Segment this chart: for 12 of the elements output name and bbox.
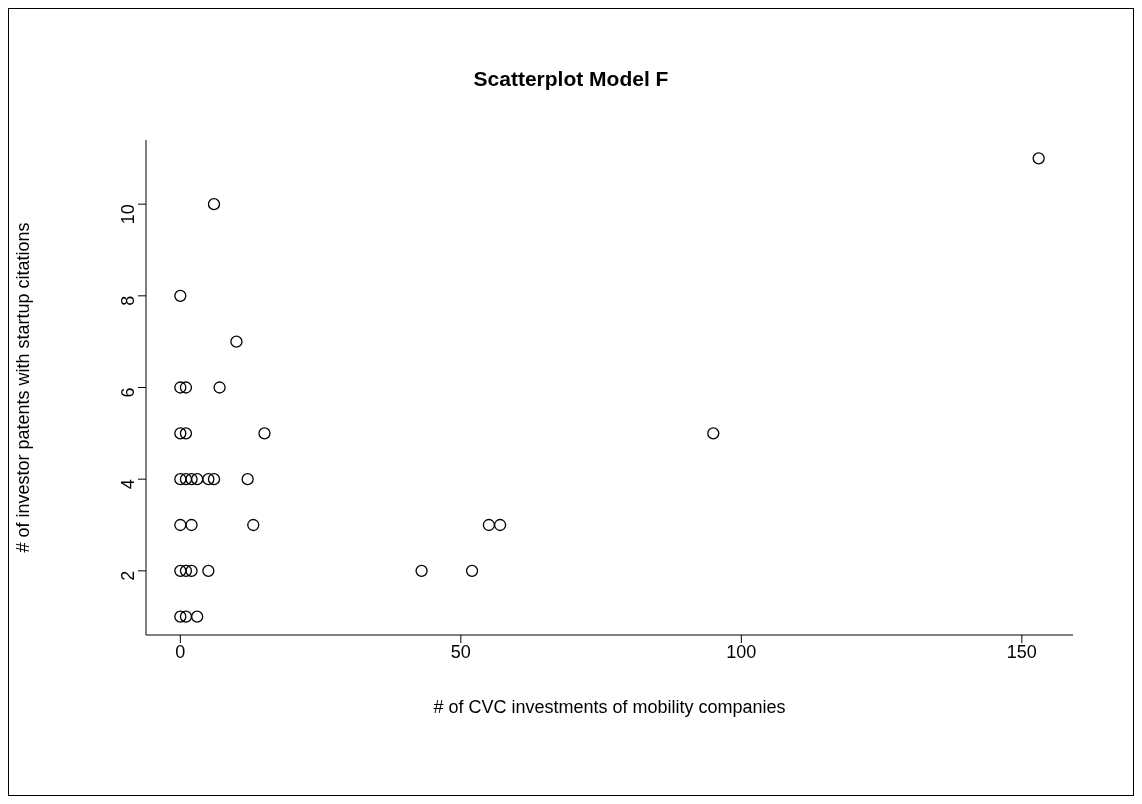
y-axis-title: # of investor patents with startup citations (13, 222, 34, 553)
y-tick-label: 8 (118, 295, 139, 306)
x-tick-label: 100 (726, 641, 757, 662)
y-tick-label: 10 (118, 204, 139, 225)
y-tick-label: 2 (118, 570, 139, 581)
y-tick-label: 4 (118, 479, 139, 490)
x-tick-label: 150 (1006, 641, 1037, 662)
x-axis-title: # of CVC investments of mobility companies (433, 697, 786, 717)
chart-title: Scatterplot Model F (472, 67, 670, 91)
x-tick-label: 0 (175, 641, 186, 662)
x-tick-label: 50 (450, 641, 471, 662)
y-tick-label: 6 (118, 387, 139, 398)
